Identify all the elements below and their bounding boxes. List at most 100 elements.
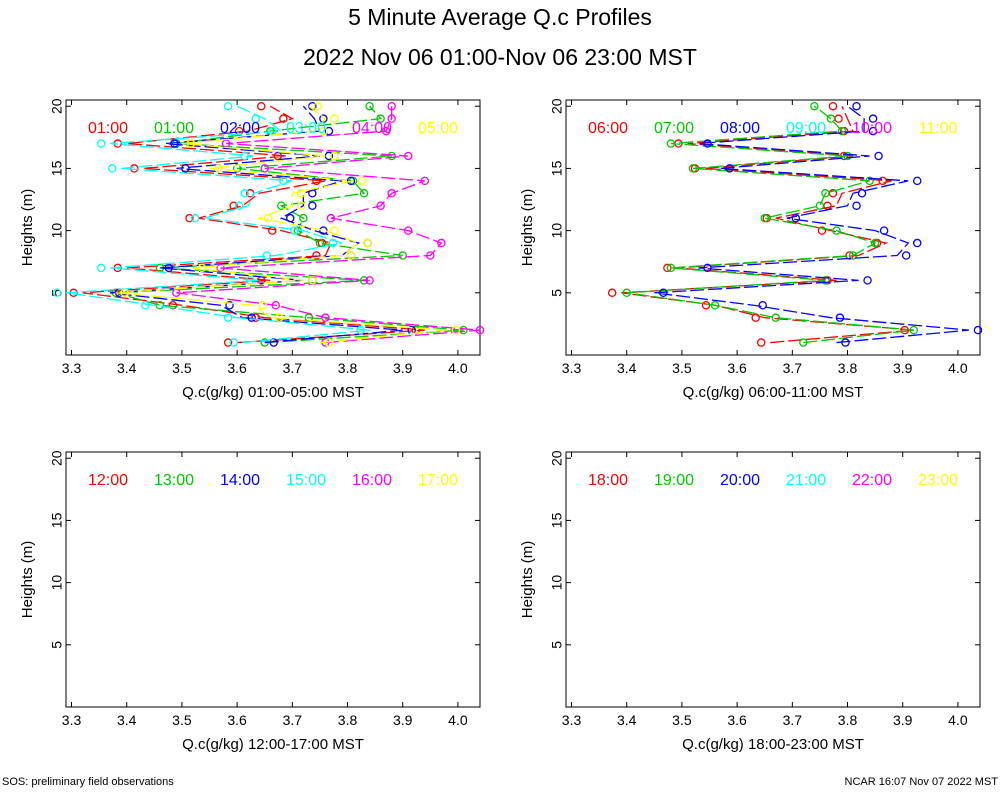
- plot-frame: [565, 451, 981, 708]
- data-point: [274, 313, 284, 322]
- x-tick-label: 3.6: [227, 712, 247, 728]
- y-tick-label: 5: [49, 641, 65, 649]
- data-point: [387, 151, 396, 161]
- data-point: [826, 114, 836, 123]
- legend-entry: 17:00: [418, 472, 458, 489]
- data-point: [263, 213, 273, 223]
- x-tick-label: 3.9: [893, 360, 913, 376]
- x-axis-label: Q.c(g/kg) 18:00-23:00 MST: [682, 736, 864, 753]
- data-point: [319, 114, 328, 123]
- data-point: [841, 338, 850, 347]
- data-point: [229, 338, 238, 347]
- data-point: [365, 101, 374, 111]
- data-point: [141, 300, 150, 310]
- legend-entry: 21:00: [786, 472, 826, 489]
- legend-entry: 19:00: [654, 472, 694, 489]
- x-tick-label: 3.3: [562, 360, 582, 376]
- x-tick-label: 3.4: [117, 712, 137, 728]
- legend-entry: 13:00: [154, 472, 194, 489]
- data-point: [297, 201, 306, 210]
- data-point: [760, 213, 769, 223]
- y-axis-label: Heights (m): [19, 541, 36, 619]
- data-point: [771, 313, 781, 322]
- legend-entry: 11:00: [919, 120, 958, 137]
- legend-entry: 12:00: [88, 472, 128, 489]
- footer-timestamp: NCAR 16:07 Nov 07 2022 MST: [844, 776, 998, 788]
- data-point: [387, 101, 396, 111]
- data-point: [190, 213, 200, 223]
- y-tick-label: 5: [49, 289, 65, 297]
- data-point: [810, 101, 819, 111]
- x-tick-label: 3.8: [338, 712, 358, 728]
- data-point: [688, 164, 698, 173]
- data-point: [870, 238, 880, 248]
- data-point: [703, 263, 712, 273]
- y-tick-label: 10: [49, 575, 65, 591]
- y-axis-label: Heights (m): [519, 541, 536, 619]
- data-point: [164, 263, 174, 273]
- data-point: [130, 164, 139, 173]
- data-point: [240, 151, 249, 161]
- x-tick-label: 3.4: [617, 712, 637, 728]
- data-point: [799, 338, 808, 347]
- legend-entry: 15:00: [286, 472, 326, 489]
- x-tick-label: 3.4: [117, 360, 137, 376]
- legend-entry: 02:00: [220, 120, 260, 137]
- data-point: [216, 263, 225, 273]
- data-point: [319, 126, 328, 136]
- data-point: [403, 226, 413, 235]
- x-tick-label: 3.4: [617, 360, 637, 376]
- x-tick-label: 3.9: [393, 712, 413, 728]
- x-tick-label: 3.5: [672, 360, 692, 376]
- data-point: [821, 189, 830, 198]
- data-point: [398, 251, 407, 260]
- x-tick-label: 3.3: [62, 712, 82, 728]
- data-point: [181, 164, 190, 173]
- data-point: [823, 201, 832, 210]
- data-point: [168, 300, 178, 310]
- data-point: [879, 226, 889, 235]
- data-point: [475, 325, 485, 335]
- data-point: [912, 176, 922, 186]
- data-point: [234, 201, 244, 210]
- data-point: [251, 313, 260, 322]
- legend-entry: 01:00: [88, 120, 128, 137]
- data-point: [622, 288, 631, 298]
- data-point: [376, 201, 385, 210]
- y-tick-label: 20: [549, 450, 565, 466]
- series-line: [110, 105, 403, 344]
- y-tick-label: 5: [549, 289, 565, 297]
- y-tick-label: 20: [49, 98, 65, 114]
- y-tick-label: 20: [549, 98, 565, 114]
- x-tick-label: 3.9: [393, 360, 413, 376]
- data-point: [791, 213, 801, 223]
- data-point: [701, 300, 711, 310]
- data-point: [290, 226, 299, 235]
- legend-entry: 18:00: [588, 472, 628, 489]
- data-point: [365, 276, 374, 285]
- data-point: [214, 164, 223, 173]
- x-tick-label: 3.6: [727, 712, 747, 728]
- data-point: [387, 189, 396, 198]
- plot-frame: [65, 451, 481, 708]
- x-tick-label: 4.0: [948, 360, 968, 376]
- data-point: [381, 126, 391, 136]
- data-point: [843, 151, 852, 161]
- data-point: [107, 164, 117, 173]
- data-point: [186, 139, 196, 148]
- data-point: [756, 338, 766, 347]
- y-tick-label: 10: [49, 223, 65, 239]
- data-point: [308, 101, 317, 111]
- data-point: [751, 313, 760, 322]
- data-point: [912, 238, 922, 248]
- x-tick-label: 3.3: [562, 712, 582, 728]
- y-tick-label: 20: [49, 450, 65, 466]
- legend-entry: 05:00: [418, 120, 458, 137]
- data-point: [901, 251, 911, 260]
- data-point: [258, 300, 267, 310]
- data-point: [865, 176, 874, 186]
- data-point: [909, 325, 919, 335]
- data-point: [225, 300, 234, 310]
- data-point: [868, 126, 878, 136]
